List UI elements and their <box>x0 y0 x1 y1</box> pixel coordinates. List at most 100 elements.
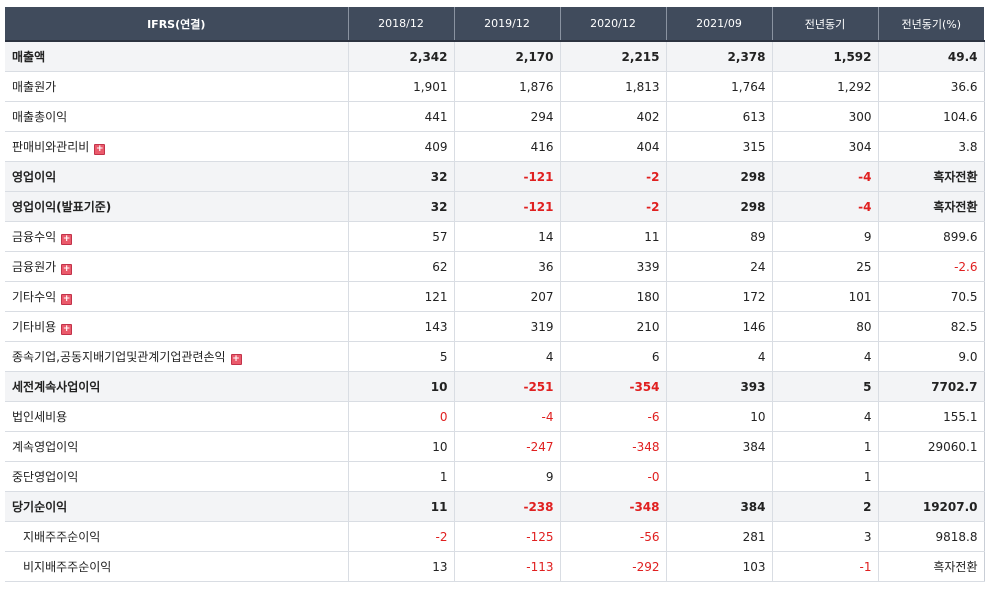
plus-square-icon[interactable]: + <box>61 294 73 305</box>
plus-square-icon[interactable]: + <box>61 234 73 245</box>
plus-square-icon[interactable]: + <box>61 324 73 335</box>
row-label-gross-profit: 매출총이익 <box>5 101 349 132</box>
table-cell: 3.8 <box>878 131 985 162</box>
table-cell: 9 <box>454 461 561 492</box>
table-cell: 80 <box>772 311 879 342</box>
table-cell: 89 <box>666 221 773 252</box>
table-cell: -1 <box>772 551 879 582</box>
table-cell: 0 <box>348 401 455 432</box>
table-cell: 82.5 <box>878 311 985 342</box>
table-cell: 6 <box>560 341 667 372</box>
table-row: 금융원가 + 62 36 339 24 25 -2.6 <box>5 251 985 282</box>
table-cell: -4 <box>772 161 879 192</box>
header-ifrs: IFRS(연결) <box>5 7 349 42</box>
table-cell: 298 <box>666 191 773 222</box>
table-cell: 10 <box>348 431 455 462</box>
table-row: 지배주주순이익 -2 -125 -56 281 3 9818.8 <box>5 521 985 552</box>
table-row: 종속기업,공동지배기업및관계기업관련손익 + 5 4 6 4 4 9.0 <box>5 341 985 372</box>
table-cell: 4 <box>666 341 773 372</box>
table-cell: 2,215 <box>560 41 667 72</box>
table-cell: 155.1 <box>878 401 985 432</box>
row-label-finance-income: 금융수익 + <box>5 221 349 252</box>
table-cell: 207 <box>454 281 561 312</box>
plus-square-icon[interactable]: + <box>94 144 106 155</box>
row-label-noncontrolling-net-income: 비지배주주순이익 <box>5 551 349 582</box>
table-cell: -4 <box>772 191 879 222</box>
table-cell: 36.6 <box>878 71 985 102</box>
table-cell: 4 <box>772 341 879 372</box>
table-row: 당기순이익 11 -238 -348 384 2 19207.0 <box>5 491 985 522</box>
table-cell: -354 <box>560 371 667 402</box>
table-row: 영업이익 32 -121 -2 298 -4 흑자전환 <box>5 161 985 192</box>
table-cell: 29060.1 <box>878 431 985 462</box>
row-label-controlling-net-income: 지배주주순이익 <box>5 521 349 552</box>
table-cell: 9818.8 <box>878 521 985 552</box>
table-cell: 315 <box>666 131 773 162</box>
table-cell: 146 <box>666 311 773 342</box>
table-cell: -125 <box>454 521 561 552</box>
table-cell: 1 <box>348 461 455 492</box>
table-cell: 899.6 <box>878 221 985 252</box>
table-cell: 339 <box>560 251 667 282</box>
table-cell: 32 <box>348 161 455 192</box>
row-label-continuing-ops-income: 계속영업이익 <box>5 431 349 462</box>
table-cell: 4 <box>454 341 561 372</box>
plus-square-icon[interactable]: + <box>61 264 73 275</box>
header-2018-12: 2018/12 <box>348 7 455 42</box>
table-cell: 62 <box>348 251 455 282</box>
table-cell: -0 <box>560 461 667 492</box>
table-cell: 2,378 <box>666 41 773 72</box>
table-row: 중단영업이익 1 9 -0 1 <box>5 461 985 492</box>
table-row: 금융수익 + 57 14 11 89 9 899.6 <box>5 221 985 252</box>
table-row: 계속영업이익 10 -247 -348 384 1 29060.1 <box>5 431 985 462</box>
table-cell: -251 <box>454 371 561 402</box>
table-cell: 10 <box>666 401 773 432</box>
row-label-operating-income-announced: 영업이익(발표기준) <box>5 191 349 222</box>
table-cell: -121 <box>454 161 561 192</box>
table-cell: 1 <box>772 431 879 462</box>
table-cell: -247 <box>454 431 561 462</box>
row-label-discontinued-ops-income: 중단영업이익 <box>5 461 349 492</box>
table-cell: 172 <box>666 281 773 312</box>
table-cell: 2,342 <box>348 41 455 72</box>
table-cell: 10 <box>348 371 455 402</box>
table-cell: -2 <box>560 191 667 222</box>
table-cell: 7702.7 <box>878 371 985 402</box>
table-cell: 1,876 <box>454 71 561 102</box>
header-2021-09: 2021/09 <box>666 7 773 42</box>
table-cell: 613 <box>666 101 773 132</box>
table-cell: -2.6 <box>878 251 985 282</box>
table-cell: -238 <box>454 491 561 522</box>
table-cell: 180 <box>560 281 667 312</box>
table-cell: 1 <box>772 461 879 492</box>
table-row: 매출액 2,342 2,170 2,215 2,378 1,592 49.4 <box>5 41 985 72</box>
row-label-sga: 판매비와관리비 + <box>5 131 349 162</box>
table-cell: 103 <box>666 551 773 582</box>
table-cell: 402 <box>560 101 667 132</box>
table-cell: -4 <box>454 401 561 432</box>
row-label-revenue: 매출액 <box>5 41 349 72</box>
table-cell: 24 <box>666 251 773 282</box>
table-cell: -6 <box>560 401 667 432</box>
table-cell: 441 <box>348 101 455 132</box>
table-cell: 304 <box>772 131 879 162</box>
row-label-other-expenses: 기타비용 + <box>5 311 349 342</box>
plus-square-icon[interactable]: + <box>230 354 242 365</box>
table-cell: -348 <box>560 431 667 462</box>
table-cell: 49.4 <box>878 41 985 72</box>
table-cell: 1,901 <box>348 71 455 102</box>
table-cell: -121 <box>454 191 561 222</box>
table-cell: 104.6 <box>878 101 985 132</box>
table-cell: 3 <box>772 521 879 552</box>
table-row: 비지배주주순이익 13 -113 -292 103 -1 흑자전환 <box>5 551 985 582</box>
table-row: 매출총이익 441 294 402 613 300 104.6 <box>5 101 985 132</box>
table-cell: -113 <box>454 551 561 582</box>
table-cell: 1,764 <box>666 71 773 102</box>
table-cell: 11 <box>348 491 455 522</box>
table-cell: 143 <box>348 311 455 342</box>
header-prev-period: 전년동기 <box>772 7 879 42</box>
table-cell: 1,592 <box>772 41 879 72</box>
table-cell: 298 <box>666 161 773 192</box>
table-cell: 흑자전환 <box>878 161 985 192</box>
table-cell: 흑자전환 <box>878 191 985 222</box>
